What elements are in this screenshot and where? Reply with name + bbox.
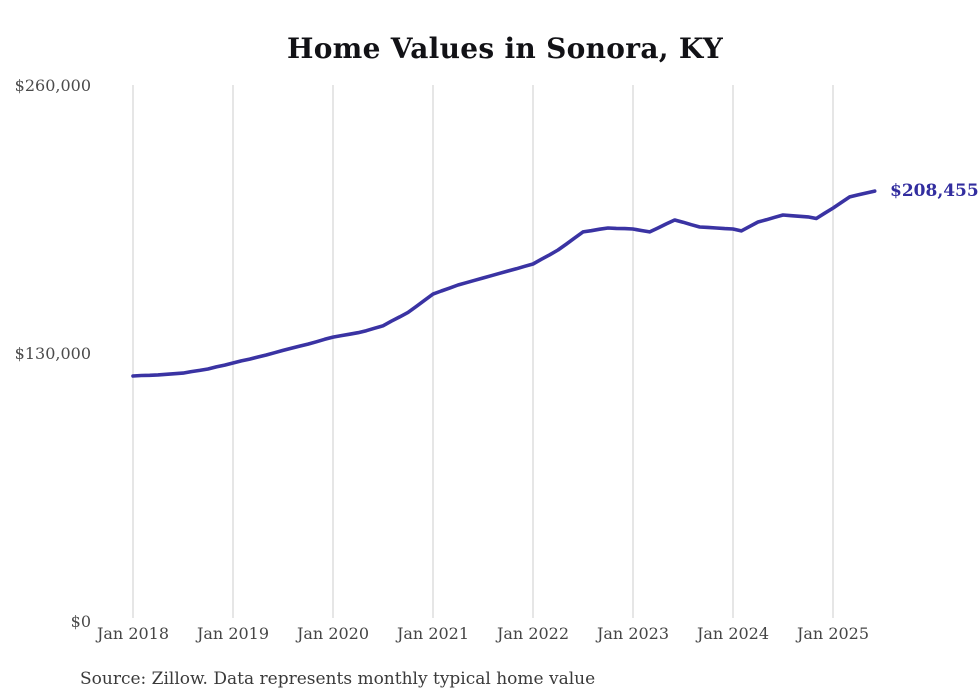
home-value-line bbox=[131, 189, 877, 378]
x-axis-tick-jan-2025: Jan 2025 bbox=[796, 624, 870, 643]
source-note: Source: Zillow. Data represents monthly … bbox=[80, 669, 596, 689]
x-axis-tick-jan-2024: Jan 2024 bbox=[696, 624, 770, 643]
x-axis-tick-jan-2019: Jan 2019 bbox=[196, 624, 270, 643]
y-axis-tick-0: $0 bbox=[70, 612, 91, 631]
y-axis-tick-260000: $260,000 bbox=[14, 76, 91, 95]
y-axis-tick-130000: $130,000 bbox=[14, 344, 91, 363]
x-axis-tick-jan-2020: Jan 2020 bbox=[296, 624, 370, 643]
x-axis-tick-jan-2021: Jan 2021 bbox=[396, 624, 470, 643]
x-axis-tick-jan-2018: Jan 2018 bbox=[96, 624, 170, 643]
current-value-label: $208,455 bbox=[890, 181, 979, 201]
chart-title: Home Values in Sonora, KY bbox=[286, 32, 724, 65]
x-axis-tick-jan-2023: Jan 2023 bbox=[596, 624, 670, 643]
x-axis: Jan 2018 Jan 2019 Jan 2020 Jan 2021 Jan … bbox=[83, 624, 883, 644]
x-axis-tick-jan-2022: Jan 2022 bbox=[496, 624, 570, 643]
